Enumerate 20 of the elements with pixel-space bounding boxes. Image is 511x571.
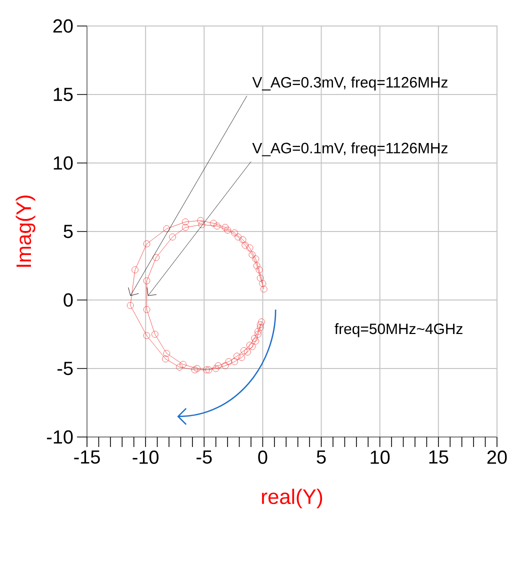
x-tick-label: 5 — [316, 450, 326, 464]
x-tick-label: -5 — [196, 450, 212, 464]
annotation: V_AG=0.3mV, freq=1126MHz — [252, 76, 448, 91]
annotation: freq=50MHz~4GHz — [334, 323, 463, 338]
x-tick-label: 10 — [370, 450, 390, 464]
x-tick-label: 15 — [429, 450, 448, 464]
x-tick-label: 20 — [487, 450, 507, 464]
x-axis-title: real(Y) — [262, 488, 322, 508]
annotation: V_AG=0.1mV, freq=1126MHz — [252, 142, 448, 156]
y-tick-label: -10 — [47, 430, 73, 444]
y-tick-label: 20 — [53, 19, 73, 33]
x-tick-label: -15 — [74, 450, 100, 464]
y-tick-label: 5 — [64, 224, 73, 238]
y-tick-label: 10 — [54, 156, 73, 170]
x-tick-label: 0 — [258, 450, 268, 464]
y-tick-label: -5 — [58, 362, 73, 376]
y-tick-label: 15 — [54, 88, 73, 102]
y-tick-label: 0 — [64, 293, 73, 307]
y-axis-title: Imag(Y) — [16, 196, 36, 267]
x-tick-label: -10 — [132, 450, 159, 464]
